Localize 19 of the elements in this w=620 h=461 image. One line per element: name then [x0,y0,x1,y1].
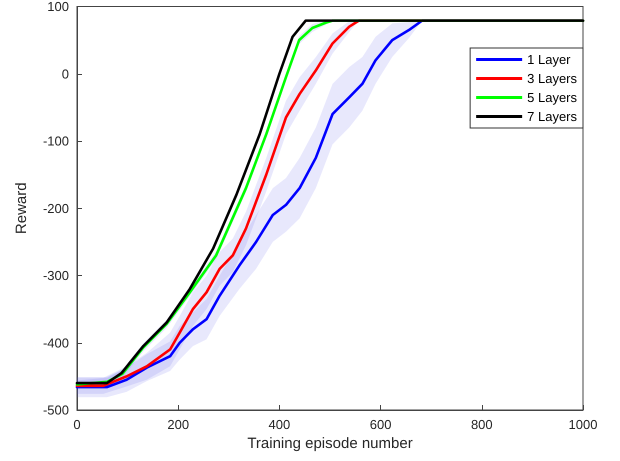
y-tick-label: -400 [42,335,69,350]
legend-label: 1 Layer [527,52,572,67]
x-tick-label: 1000 [568,417,598,432]
x-tick-label: 600 [370,417,392,432]
legend-label: 3 Layers [527,71,578,86]
legend-label: 7 Layers [527,109,578,124]
y-tick-label: 100 [47,0,69,14]
y-tick-label: -100 [42,134,69,148]
y-tick-label: -300 [42,268,69,283]
y-tick-label: -500 [42,402,69,418]
legend-label: 5 Layers [527,90,578,105]
y-tick-label: -200 [42,200,69,216]
x-tick-label: 0 [73,417,81,432]
y-axis-title: Reward [13,182,30,234]
x-tick-label: 800 [470,417,493,432]
x-tick-label: 200 [167,417,190,432]
y-tick-label: 0 [62,66,69,82]
x-axis-title: Training episode number [247,435,413,452]
x-tick-label: 400 [268,417,290,432]
